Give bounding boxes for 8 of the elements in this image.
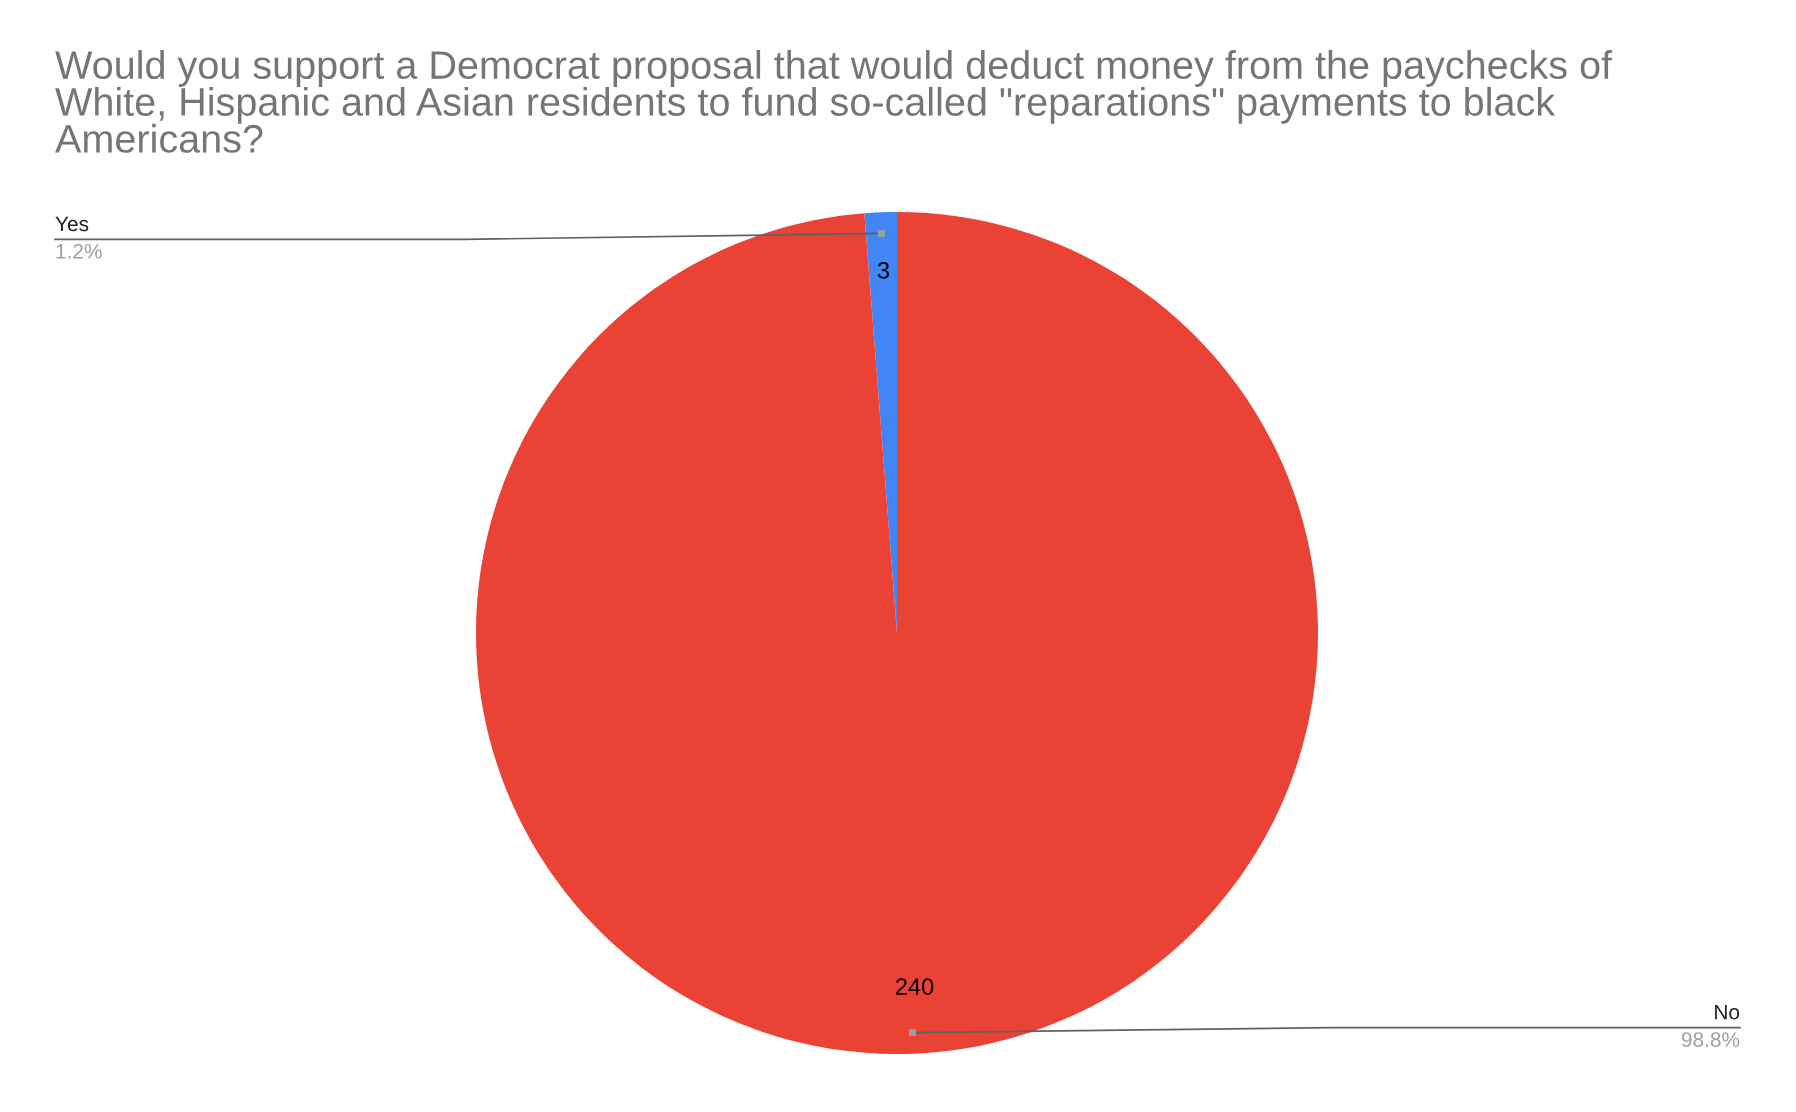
- chart-title: Would you support a Democrat proposal that would deduct money from the paychecks of White, Hispanic and Asian residents to fund so-called "reparations" payments to black Americans?: [55, 50, 1613, 153]
- data-label: 240: [896, 978, 934, 995]
- slice-label: Yes: [55, 216, 89, 232]
- slice-label: No: [1715, 1004, 1740, 1020]
- pie-slice: [476, 212, 1318, 1054]
- text: 98.8%: [1681, 1032, 1740, 1047]
- data-label: 3: [877, 261, 890, 279]
- text: 1.2%: [56, 243, 102, 259]
